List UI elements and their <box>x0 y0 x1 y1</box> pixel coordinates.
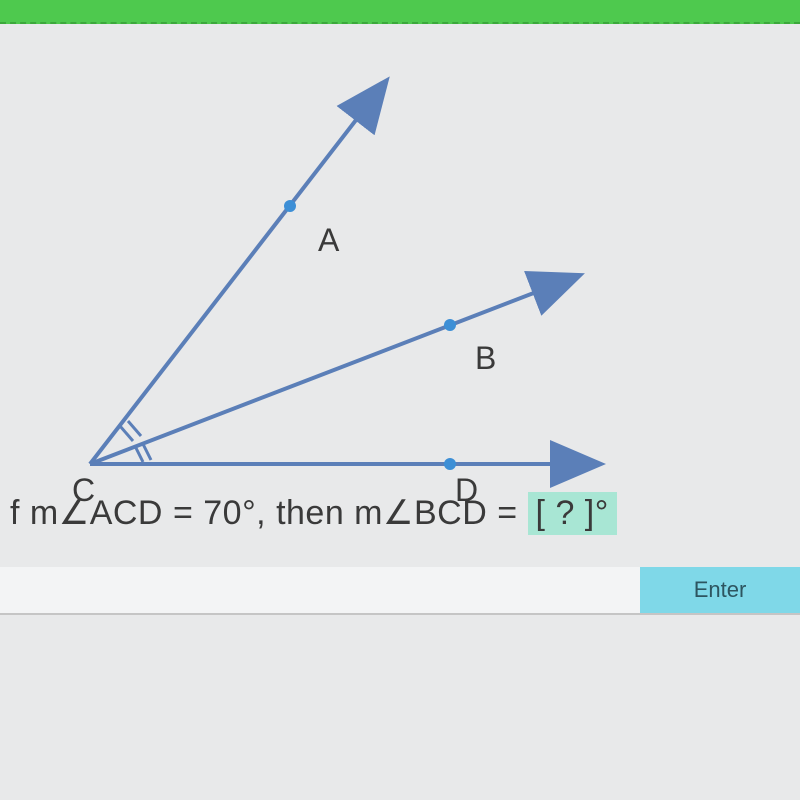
label-d: D <box>455 472 478 509</box>
label-a: A <box>318 222 339 259</box>
point-a <box>284 200 296 212</box>
label-b: B <box>475 340 496 377</box>
answer-row: Enter <box>0 567 800 615</box>
problem-area: A B C D f m∠ACD = 70°, then m∠BCD = [ ? … <box>0 24 800 800</box>
point-d <box>444 458 456 470</box>
diagram-svg <box>0 44 800 514</box>
top-green-bar <box>0 0 800 24</box>
enter-button[interactable]: Enter <box>640 567 800 615</box>
point-b <box>444 319 456 331</box>
label-c: C <box>72 472 95 509</box>
answer-input[interactable] <box>0 567 640 615</box>
angle-diagram: A B C D <box>0 44 800 484</box>
